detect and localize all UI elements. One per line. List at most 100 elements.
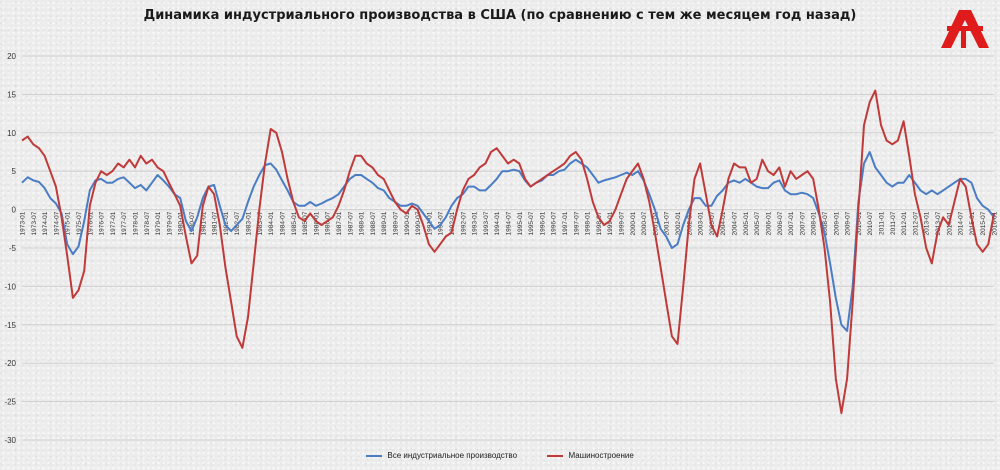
x-tick-label: 2009-01 bbox=[833, 211, 840, 235]
x-tick-label: 1978-07 bbox=[144, 211, 151, 235]
x-tick-label: 1994-07 bbox=[506, 211, 513, 235]
x-tick-label: 1986-01 bbox=[313, 211, 320, 235]
y-tick-label: 20 bbox=[7, 52, 16, 61]
x-tick-label: 1993-01 bbox=[472, 211, 479, 235]
x-tick-label: 2008-01 bbox=[811, 211, 818, 235]
x-tick-label: 1974-01 bbox=[42, 211, 49, 235]
y-tick-label: 15 bbox=[7, 90, 16, 99]
x-tick-label: 2000-07 bbox=[641, 211, 648, 235]
x-tick-label: 2009-07 bbox=[845, 211, 852, 235]
x-tick-label: 2010-07 bbox=[867, 211, 874, 235]
x-tick-label: 2004-07 bbox=[732, 211, 739, 235]
x-tick-label: 1993-07 bbox=[483, 211, 490, 235]
x-tick-label: 1983-07 bbox=[257, 211, 264, 235]
x-tick-label: 2010-01 bbox=[856, 211, 863, 235]
x-tick-label: 1989-07 bbox=[392, 211, 399, 235]
legend-item-series-2: Машиностроение bbox=[547, 451, 634, 460]
x-tick-label: 1980-07 bbox=[189, 211, 196, 235]
legend-swatch-series-1 bbox=[366, 455, 383, 458]
x-tick-label: 1992-07 bbox=[460, 211, 467, 235]
x-tick-label: 1998-07 bbox=[596, 211, 603, 235]
chart-legend: Все индустриальное производство Машиност… bbox=[0, 451, 1000, 460]
x-tick-label: 2008-07 bbox=[822, 211, 829, 235]
x-tick-label: 1985-07 bbox=[302, 211, 309, 235]
x-tick-label: 1975-07 bbox=[76, 211, 83, 235]
x-tick-label: 1987-07 bbox=[347, 211, 354, 235]
x-tick-label: 2012-01 bbox=[901, 211, 908, 235]
x-tick-label: 1980-01 bbox=[178, 211, 185, 235]
x-tick-label: 1996-07 bbox=[551, 211, 558, 235]
x-tick-label: 1995-01 bbox=[517, 211, 524, 235]
x-tick-label: 2000-01 bbox=[630, 211, 637, 235]
x-tick-label: 1997-07 bbox=[573, 211, 580, 235]
x-axis-ticks: 1973-01 1973-07 1974-01 1974-07 1975-01 1975-… bbox=[20, 211, 999, 235]
x-tick-label: 1974-07 bbox=[53, 211, 60, 235]
x-tick-label: 1999-07 bbox=[619, 211, 626, 235]
x-tick-label: 1975-01 bbox=[65, 211, 72, 235]
legend-item-series-1: Все индустриальное производство bbox=[366, 451, 517, 460]
x-tick-label: 2005-07 bbox=[754, 211, 761, 235]
y-tick-label: 5 bbox=[12, 167, 17, 176]
grid-lines bbox=[22, 55, 994, 441]
x-tick-label: 1996-01 bbox=[539, 211, 546, 235]
y-tick-label: 0 bbox=[12, 206, 17, 215]
x-tick-label: 1976-07 bbox=[99, 211, 106, 235]
x-tick-label: 2007-01 bbox=[788, 211, 795, 235]
x-tick-label: 1989-01 bbox=[381, 211, 388, 235]
x-tick-label: 2006-07 bbox=[777, 211, 784, 235]
series-lines bbox=[21, 89, 995, 415]
x-tick-label: 2007-07 bbox=[799, 211, 806, 235]
x-tick-label: 1984-01 bbox=[268, 211, 275, 235]
y-tick-label: -15 bbox=[4, 321, 16, 330]
y-tick-label: -20 bbox=[4, 359, 16, 368]
x-tick-label: 2015-07 bbox=[980, 211, 987, 235]
x-tick-label: 1988-07 bbox=[370, 211, 377, 235]
series-line-1 bbox=[21, 151, 995, 332]
x-tick-label: 2014-07 bbox=[958, 211, 965, 235]
x-tick-label: 2001-01 bbox=[652, 211, 659, 235]
x-tick-label: 2016-01 bbox=[992, 211, 999, 235]
x-tick-label: 1982-01 bbox=[223, 211, 230, 235]
legend-label-series-2: Машиностроение bbox=[568, 451, 634, 461]
x-tick-label: 1983-01 bbox=[246, 211, 253, 235]
x-tick-label: 1994-01 bbox=[494, 211, 501, 235]
x-tick-label: 1990-07 bbox=[415, 211, 422, 235]
x-tick-label: 2011-01 bbox=[878, 211, 885, 235]
y-tick-label: -30 bbox=[4, 436, 16, 445]
legend-label-series-1: Все индустриальное производство bbox=[387, 451, 518, 461]
x-tick-label: 1990-01 bbox=[404, 211, 411, 235]
x-tick-label: 1978-01 bbox=[133, 211, 140, 235]
y-tick-label: -25 bbox=[4, 398, 16, 407]
x-tick-label: 2013-01 bbox=[924, 211, 931, 235]
x-tick-label: 2006-01 bbox=[765, 211, 772, 235]
chart-title: Динамика индустриального производства в … bbox=[143, 8, 857, 23]
y-axis-ticks: 20 15 10 5 0 -5 -10 -15 -20 -25 -30 bbox=[4, 52, 16, 445]
x-tick-label: 2013-07 bbox=[935, 211, 942, 235]
x-tick-label: 1997-01 bbox=[562, 211, 569, 235]
x-tick-label: 1985-01 bbox=[291, 211, 298, 235]
x-tick-label: 1977-01 bbox=[110, 211, 117, 235]
x-tick-label: 1984-07 bbox=[279, 211, 286, 235]
x-tick-label: 1995-07 bbox=[528, 211, 535, 235]
x-tick-label: 1986-07 bbox=[325, 211, 332, 235]
x-tick-label: 2012-07 bbox=[912, 211, 919, 235]
x-tick-label: 2005-01 bbox=[743, 211, 750, 235]
legend-swatch-series-2 bbox=[547, 455, 564, 458]
x-tick-label: 1987-01 bbox=[336, 211, 343, 235]
x-tick-label: 2003-07 bbox=[709, 211, 716, 235]
x-tick-label: 1973-01 bbox=[20, 211, 27, 235]
x-tick-label: 1979-07 bbox=[166, 211, 173, 235]
x-tick-label: 1973-07 bbox=[31, 211, 38, 235]
x-tick-label: 1992-01 bbox=[449, 211, 456, 235]
y-tick-label: -10 bbox=[4, 282, 16, 291]
x-tick-label: 1999-01 bbox=[607, 211, 614, 235]
x-tick-label: 1988-01 bbox=[359, 211, 366, 235]
x-tick-label: 1981-07 bbox=[212, 211, 219, 235]
x-tick-label: 1977-07 bbox=[121, 211, 128, 235]
x-tick-label: 1998-01 bbox=[585, 211, 592, 235]
x-tick-label: 2011-07 bbox=[890, 211, 897, 235]
x-tick-label: 2003-01 bbox=[698, 211, 705, 235]
x-tick-label: 2001-07 bbox=[664, 211, 671, 235]
x-tick-label: 2004-01 bbox=[720, 211, 727, 235]
